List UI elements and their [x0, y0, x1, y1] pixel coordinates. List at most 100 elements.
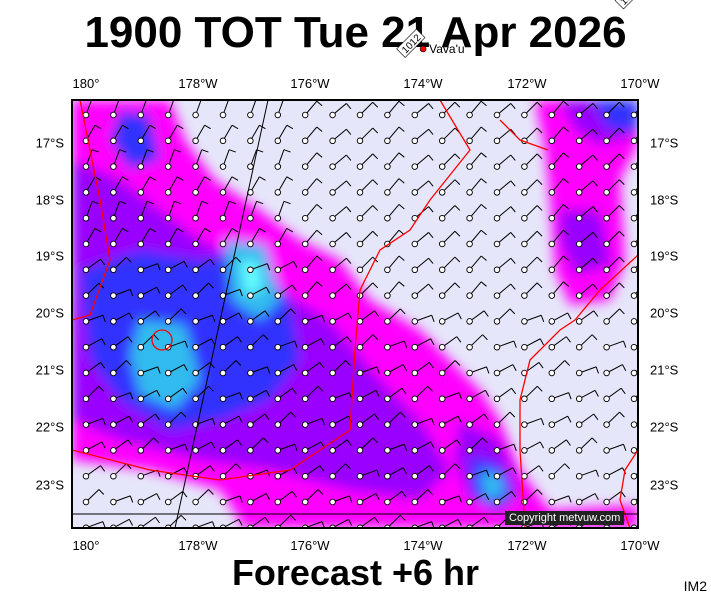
wind-barb — [411, 489, 433, 506]
wind-barb — [603, 467, 627, 480]
place-marker: Vava'u — [419, 42, 465, 56]
wind-barb — [82, 258, 106, 274]
wind-barb — [356, 101, 379, 119]
wind-barb — [219, 149, 236, 170]
wind-barb — [219, 200, 236, 222]
lat-tick-label: 20°S — [650, 305, 679, 321]
wind-barb — [548, 126, 570, 145]
wind-barb — [110, 176, 129, 196]
lat-tick-label: 19°S — [650, 248, 679, 264]
wind-barb — [219, 124, 239, 145]
copyright-label: Copyright metvuw.com — [505, 511, 625, 525]
wind-barb — [438, 256, 461, 274]
wind-barb — [274, 124, 294, 145]
wind-barb — [137, 263, 161, 274]
wind-barb — [575, 103, 598, 119]
wind-barb — [438, 336, 462, 351]
wind-barb — [164, 149, 182, 170]
wind-barb — [164, 124, 184, 145]
wind-barb — [192, 385, 214, 403]
wind-barb — [164, 308, 187, 325]
wind-barb — [384, 364, 408, 377]
wind-barb — [466, 281, 487, 299]
lat-tick-label: 18°S — [35, 192, 64, 208]
wind-barb — [247, 366, 271, 377]
lat-tick-label: 18°S — [650, 192, 679, 208]
wind-barb — [356, 282, 379, 299]
wind-barb — [301, 362, 325, 377]
wind-barb — [493, 257, 516, 274]
wind-barb — [219, 495, 243, 506]
wind-barb — [493, 491, 517, 506]
wind-barb — [329, 154, 352, 170]
wind-barb — [548, 229, 570, 248]
wind-barb — [466, 413, 489, 428]
wind-barb — [630, 343, 638, 351]
wind-barb — [603, 205, 625, 222]
wind-barb — [247, 310, 270, 325]
wind-barb — [329, 495, 353, 506]
wind-barb — [575, 334, 598, 351]
wind-barb — [219, 336, 243, 351]
wind-barb — [411, 314, 435, 325]
lat-tick-label: 23°S — [35, 477, 64, 493]
wind-barb — [521, 179, 543, 196]
wind-barb — [356, 153, 379, 170]
wind-barb — [384, 204, 405, 222]
wind-barb — [219, 439, 243, 454]
wind-barb — [164, 411, 187, 428]
wind-barb — [575, 257, 598, 274]
wind-barb — [110, 288, 134, 299]
wind-barb — [411, 154, 434, 170]
wind-barb — [301, 489, 324, 506]
wind-barb — [164, 227, 184, 248]
wind-barb-layer — [82, 100, 638, 528]
lon-tick-label: 170°W — [620, 538, 660, 553]
wind-barb — [548, 463, 570, 480]
wind-barb — [82, 338, 106, 351]
wind-barb — [137, 124, 157, 145]
wind-barb — [110, 336, 133, 351]
wind-barb — [466, 255, 487, 274]
lat-tick-label: 19°S — [35, 248, 64, 264]
lon-tick-label: 176°W — [290, 76, 330, 91]
wind-barb — [575, 232, 598, 248]
wind-barb — [411, 180, 434, 196]
wind-barb — [192, 200, 209, 222]
wind-barb — [466, 469, 490, 480]
isobar-label: 1012 — [396, 28, 426, 58]
wind-barb — [329, 180, 352, 196]
wind-barb — [247, 493, 271, 506]
lon-tick-label: 180° — [72, 76, 100, 91]
wind-barb — [301, 178, 323, 196]
wind-barb — [603, 443, 627, 454]
wind-barb — [329, 360, 351, 377]
wind-barb — [82, 465, 106, 480]
wind-barb — [603, 491, 626, 506]
wind-barb — [411, 417, 435, 428]
lon-tick-label: 178°W — [178, 538, 218, 553]
wind-barb — [603, 179, 625, 196]
wind-barb — [438, 439, 462, 454]
wind-barb — [247, 437, 269, 454]
wind-barb — [411, 257, 434, 274]
wind-barb — [630, 472, 638, 480]
wind-barb — [274, 284, 297, 299]
wind-barb — [137, 334, 159, 351]
wind-barb — [301, 465, 325, 480]
wind-barb — [164, 260, 188, 274]
wind-barb — [329, 336, 352, 351]
wind-barb — [82, 227, 102, 248]
wind-barb — [548, 204, 570, 222]
wind-barb — [137, 413, 160, 428]
lon-tick-label: 174°W — [403, 538, 443, 553]
wind-barb — [521, 282, 543, 299]
wind-barb — [438, 392, 462, 403]
wind-barb — [603, 153, 625, 170]
wind-barb — [438, 205, 461, 222]
wind-barb — [466, 204, 487, 222]
lat-tick-label: 17°S — [35, 135, 64, 151]
wind-barb — [603, 282, 625, 299]
dateline-boundary — [174, 100, 269, 528]
wind-barb — [630, 264, 638, 274]
